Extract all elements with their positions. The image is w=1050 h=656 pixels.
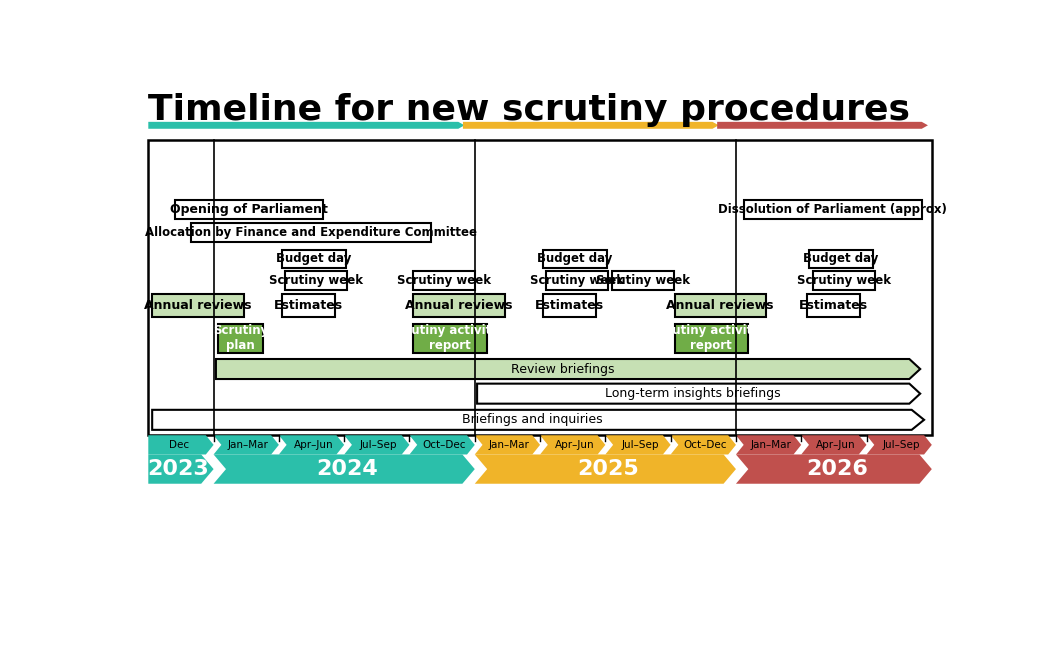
- Bar: [218, 323, 264, 353]
- Polygon shape: [148, 435, 213, 455]
- Text: Jan–Mar: Jan–Mar: [750, 440, 791, 450]
- Text: 2026: 2026: [806, 459, 868, 479]
- Polygon shape: [216, 359, 920, 379]
- Polygon shape: [717, 122, 928, 129]
- Polygon shape: [606, 435, 671, 455]
- Text: Briefings and inquiries: Briefings and inquiries: [462, 413, 603, 426]
- Polygon shape: [671, 435, 736, 455]
- Polygon shape: [801, 435, 866, 455]
- Bar: [808, 250, 873, 268]
- Bar: [148, 140, 931, 435]
- Text: Timeline for new scrutiny procedures: Timeline for new scrutiny procedures: [148, 92, 910, 127]
- Bar: [175, 200, 322, 219]
- Text: Scrutiny week: Scrutiny week: [595, 274, 690, 287]
- Text: Estimates: Estimates: [534, 299, 604, 312]
- Bar: [152, 295, 244, 318]
- Bar: [543, 250, 607, 268]
- Polygon shape: [736, 435, 801, 455]
- Polygon shape: [152, 410, 924, 430]
- Text: Scrutiny week: Scrutiny week: [530, 274, 625, 287]
- Text: Annual reviews: Annual reviews: [667, 299, 774, 312]
- Text: Annual reviews: Annual reviews: [405, 299, 512, 312]
- Polygon shape: [344, 435, 410, 455]
- Text: Budget day: Budget day: [276, 253, 352, 266]
- Polygon shape: [475, 455, 736, 483]
- Text: Jan–Mar: Jan–Mar: [228, 440, 269, 450]
- Polygon shape: [213, 435, 279, 455]
- Polygon shape: [410, 435, 475, 455]
- Bar: [674, 323, 749, 353]
- Polygon shape: [148, 455, 213, 483]
- Text: Estimates: Estimates: [274, 299, 343, 312]
- Text: Scrutiny activities
report: Scrutiny activities report: [651, 324, 772, 352]
- Polygon shape: [477, 384, 920, 403]
- Bar: [543, 295, 595, 318]
- Polygon shape: [463, 122, 718, 129]
- Text: Jul–Sep: Jul–Sep: [882, 440, 920, 450]
- Bar: [546, 271, 608, 290]
- Bar: [813, 271, 875, 290]
- Text: Scrutiny week: Scrutiny week: [269, 274, 363, 287]
- Bar: [743, 200, 922, 219]
- Bar: [282, 250, 345, 268]
- Bar: [674, 295, 766, 318]
- Text: Jan–Mar: Jan–Mar: [489, 440, 530, 450]
- Text: 2025: 2025: [578, 459, 639, 479]
- Text: Annual reviews: Annual reviews: [144, 299, 252, 312]
- Text: Apr–Jun: Apr–Jun: [816, 440, 856, 450]
- Text: Dissolution of Parliament (approx): Dissolution of Parliament (approx): [718, 203, 947, 216]
- Text: Apr–Jun: Apr–Jun: [554, 440, 594, 450]
- Bar: [191, 224, 432, 242]
- Text: Scrutiny week: Scrutiny week: [797, 274, 890, 287]
- Bar: [414, 295, 505, 318]
- Text: Long-term insights briefings: Long-term insights briefings: [606, 387, 781, 400]
- Text: Scrutiny activities
report: Scrutiny activities report: [390, 324, 510, 352]
- Bar: [414, 323, 487, 353]
- Polygon shape: [866, 435, 931, 455]
- Polygon shape: [279, 435, 344, 455]
- Text: Dec: Dec: [169, 440, 189, 450]
- Bar: [282, 295, 335, 318]
- Text: Oct–Dec: Oct–Dec: [422, 440, 466, 450]
- Bar: [611, 271, 673, 290]
- Bar: [807, 295, 860, 318]
- Polygon shape: [213, 455, 475, 483]
- Text: Budget day: Budget day: [803, 253, 879, 266]
- Text: Allocation by Finance and Expenditure Committee: Allocation by Finance and Expenditure Co…: [145, 226, 477, 239]
- Text: Scrutiny
plan: Scrutiny plan: [213, 324, 269, 352]
- Text: 2024: 2024: [316, 459, 378, 479]
- Bar: [414, 271, 476, 290]
- Bar: [286, 271, 348, 290]
- Text: Review briefings: Review briefings: [511, 363, 614, 375]
- Text: Jul–Sep: Jul–Sep: [622, 440, 658, 450]
- Text: Jul–Sep: Jul–Sep: [360, 440, 398, 450]
- Text: Apr–Jun: Apr–Jun: [294, 440, 333, 450]
- Text: Estimates: Estimates: [799, 299, 868, 312]
- Text: Oct–Dec: Oct–Dec: [684, 440, 727, 450]
- Polygon shape: [540, 435, 606, 455]
- Text: Scrutiny week: Scrutiny week: [397, 274, 491, 287]
- Text: Budget day: Budget day: [538, 253, 612, 266]
- Polygon shape: [736, 455, 931, 483]
- Polygon shape: [475, 435, 540, 455]
- Text: 2023: 2023: [147, 459, 209, 479]
- Polygon shape: [148, 122, 464, 129]
- Text: Opening of Parliament: Opening of Parliament: [170, 203, 328, 216]
